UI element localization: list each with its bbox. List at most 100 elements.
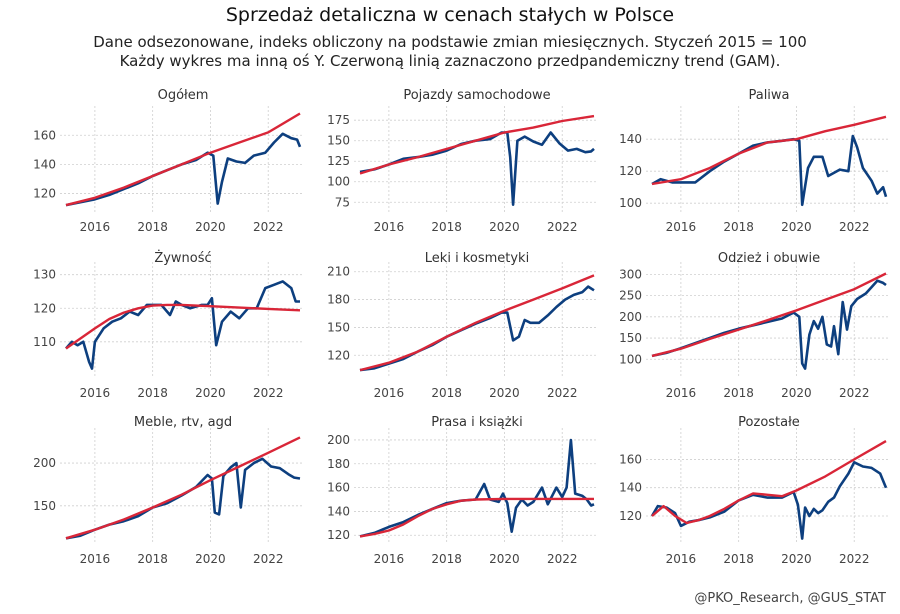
x-tick-label: 2022 — [253, 220, 284, 234]
trend-line — [65, 112, 301, 207]
y-tick-label: 130 — [33, 268, 56, 282]
x-tick-label: 2022 — [547, 386, 578, 400]
x-tick-label: 2016 — [374, 552, 405, 566]
x-tick-label: 2018 — [723, 552, 754, 566]
y-tick-label: 150 — [619, 331, 642, 345]
x-tick-label: 2016 — [666, 220, 697, 234]
series-line — [359, 438, 595, 538]
panel-title: Paliwa — [748, 88, 789, 103]
x-tick-label: 2022 — [253, 386, 284, 400]
trend-line — [65, 303, 301, 350]
x-tick-label: 2022 — [839, 220, 870, 234]
y-tick-label: 100 — [327, 175, 350, 189]
y-tick-label: 110 — [33, 335, 56, 349]
y-tick-label: 200 — [327, 433, 350, 447]
trend-line — [651, 440, 887, 525]
x-tick-label: 2020 — [781, 220, 812, 234]
panel-title: Ogółem — [158, 88, 209, 103]
y-tick-label: 140 — [619, 481, 642, 495]
x-tick-label: 2018 — [431, 220, 462, 234]
y-tick-label: 180 — [327, 293, 350, 307]
y-tick-label: 150 — [327, 134, 350, 148]
chart-title: Sprzedaż detaliczna w cenach stałych w P… — [225, 4, 675, 26]
x-tick-label: 2018 — [137, 220, 168, 234]
panel-title: Leki i kosmetyki — [425, 251, 529, 266]
y-tick-label: 140 — [327, 504, 350, 518]
series-line — [651, 134, 888, 207]
x-tick-label: 2016 — [80, 386, 111, 400]
x-tick-label: 2016 — [374, 220, 405, 234]
series-line — [651, 279, 887, 370]
series-line — [65, 280, 300, 370]
y-tick-label: 150 — [33, 499, 56, 513]
x-tick-label: 2022 — [547, 552, 578, 566]
y-tick-label: 120 — [327, 348, 350, 362]
series-line — [65, 132, 302, 207]
y-tick-label: 120 — [619, 164, 642, 178]
y-tick-label: 250 — [619, 289, 642, 303]
x-tick-label: 2018 — [431, 386, 462, 400]
x-tick-label: 2020 — [195, 386, 226, 400]
x-tick-label: 2018 — [431, 552, 462, 566]
series-line — [359, 285, 595, 372]
y-tick-label: 125 — [327, 154, 350, 168]
y-tick-label: 300 — [619, 267, 642, 281]
trend-line — [359, 274, 595, 372]
trend-line — [65, 436, 301, 540]
panel-5: Odzież i obuwie 2016 2018 2020 2022 100 150 200… — [619, 251, 890, 400]
y-tick-label: 120 — [327, 528, 350, 542]
y-tick-label: 200 — [33, 456, 56, 470]
y-tick-label: 75 — [335, 195, 350, 209]
panel-7: Prasa i książki 2016 2018 2020 2022 120 140 160… — [327, 415, 598, 566]
panel-3: Żywność 2016 2018 2020 2022 110 120 130 — [33, 250, 304, 400]
x-tick-label: 2016 — [80, 220, 111, 234]
x-tick-label: 2020 — [489, 552, 520, 566]
y-tick-label: 100 — [619, 352, 642, 366]
x-tick-label: 2018 — [723, 220, 754, 234]
x-tick-label: 2020 — [195, 552, 226, 566]
y-tick-label: 140 — [619, 132, 642, 146]
x-tick-label: 2016 — [374, 386, 405, 400]
panel-1: Pojazdy samochodowe 2016 2018 2020 2022 75 100… — [327, 88, 598, 234]
x-tick-label: 2018 — [137, 552, 168, 566]
y-tick-label: 180 — [327, 457, 350, 471]
y-tick-label: 160 — [33, 128, 56, 142]
x-tick-label: 2022 — [253, 552, 284, 566]
y-tick-label: 200 — [619, 310, 642, 324]
trend-line — [651, 272, 887, 358]
y-tick-label: 120 — [33, 301, 56, 315]
x-tick-label: 2018 — [723, 386, 754, 400]
panel-6: Meble, rtv, agd 2016 2018 2020 2022 150 200 — [33, 415, 304, 566]
panel-0: Ogółem 2016 2018 2020 2022 120 140 160 — [33, 88, 304, 234]
chart-subtitle-line-2: Każdy wykres ma inną oś Y. Czerwoną lini… — [119, 52, 781, 70]
y-tick-label: 140 — [33, 157, 56, 171]
y-tick-label: 150 — [327, 320, 350, 334]
y-tick-label: 160 — [327, 481, 350, 495]
series-line — [65, 457, 301, 540]
x-tick-label: 2016 — [666, 552, 697, 566]
panel-title: Żywność — [154, 250, 211, 266]
y-tick-label: 100 — [619, 196, 642, 210]
panel-4: Leki i kosmetyki 2016 2018 2020 2022 120 150 18… — [327, 251, 598, 400]
panel-8: Pozostałe 2016 2018 2020 2022 120 140 160 — [619, 415, 890, 566]
panel-title: Pojazdy samochodowe — [403, 88, 550, 103]
y-tick-label: 160 — [619, 452, 642, 466]
x-tick-label: 2016 — [80, 552, 111, 566]
x-tick-label: 2018 — [137, 386, 168, 400]
x-tick-label: 2020 — [781, 386, 812, 400]
chart-subtitle-line-1: Dane odsezonowane, indeks obliczony na p… — [93, 33, 807, 51]
y-tick-label: 175 — [327, 113, 350, 127]
x-tick-label: 2020 — [781, 552, 812, 566]
y-tick-label: 210 — [327, 265, 350, 279]
x-tick-label: 2022 — [547, 220, 578, 234]
source-credit: @PKO_Research, @GUS_STAT — [694, 591, 886, 606]
y-tick-label: 120 — [33, 186, 56, 200]
trend-line — [359, 114, 595, 175]
panel-title: Pozostałe — [738, 415, 800, 430]
x-tick-label: 2016 — [666, 386, 697, 400]
series-line — [359, 131, 595, 206]
trend-line — [359, 497, 594, 538]
panel-title: Prasa i książki — [431, 415, 522, 430]
x-tick-label: 2020 — [489, 220, 520, 234]
